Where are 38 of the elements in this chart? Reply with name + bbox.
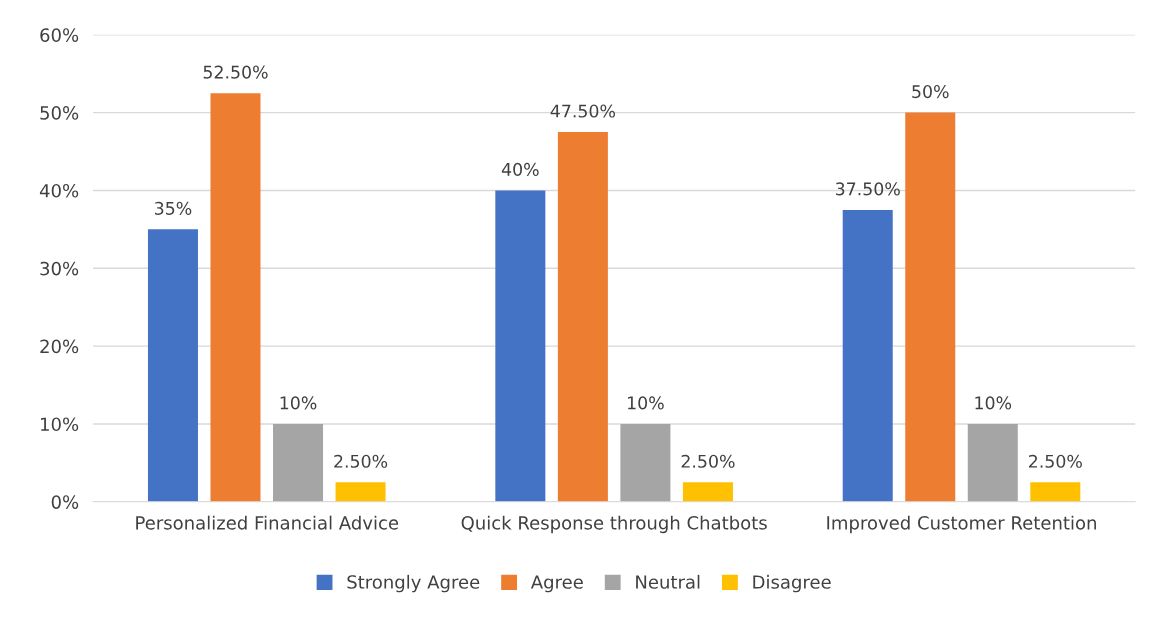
- bar: [335, 482, 386, 502]
- bar: [495, 190, 546, 502]
- x-tick-label: Improved Customer Retention: [827, 515, 1096, 534]
- x-tick-label: Quick Response through Chatbots: [461, 515, 767, 534]
- data-label: 47.50%: [550, 104, 616, 118]
- legend-label: Agree: [530, 575, 583, 593]
- bar: [147, 229, 198, 502]
- legend-label: Disagree: [753, 574, 831, 593]
- y-tick-label: 20%: [40, 339, 79, 354]
- bar: [1030, 482, 1081, 502]
- legend-label: Neutral: [636, 574, 700, 589]
- data-label: 35%: [155, 201, 192, 215]
- y-tick-label: 60%: [40, 28, 79, 42]
- data-label: 2.50%: [334, 454, 388, 468]
- data-label: 40%: [501, 162, 539, 176]
- y-tick-label: 10%: [41, 417, 79, 432]
- bar: [967, 423, 1018, 502]
- y-tick-label: 0%: [51, 495, 79, 509]
- bar: [905, 112, 956, 502]
- y-tick-label: 40%: [39, 183, 79, 198]
- data-label: 2.50%: [1029, 454, 1082, 468]
- data-label: 10%: [280, 396, 317, 410]
- data-label: 2.50%: [681, 454, 735, 468]
- bar: [273, 423, 324, 502]
- bar: [210, 93, 261, 502]
- legend-label: Strongly Agree: [347, 574, 480, 593]
- bar: [842, 209, 893, 502]
- x-tick-label: Personalized Financial Advice: [136, 515, 399, 530]
- bar: [557, 132, 608, 502]
- data-label: 10%: [975, 396, 1012, 410]
- data-label: 52.50%: [203, 65, 268, 79]
- data-label: 10%: [628, 396, 664, 410]
- bar: [620, 423, 671, 502]
- data-label: 37.50%: [835, 182, 900, 196]
- bar: [682, 482, 733, 502]
- data-label: 50%: [912, 85, 949, 99]
- y-tick-label: 50%: [40, 106, 79, 120]
- y-tick-label: 30%: [40, 261, 79, 276]
